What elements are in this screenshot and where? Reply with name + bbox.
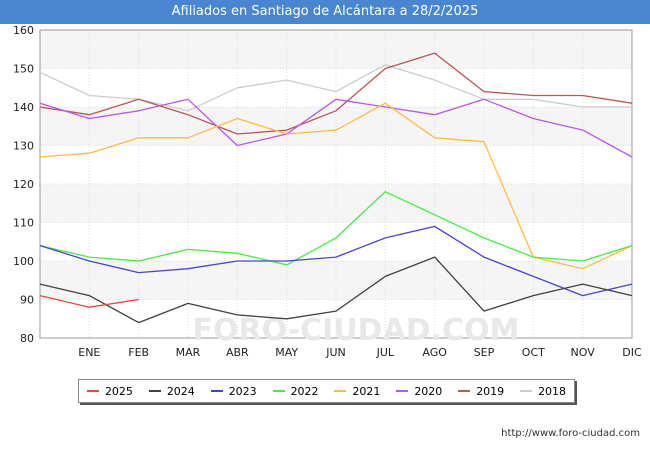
legend-item-2024: 2024 (148, 384, 195, 398)
legend-swatch (210, 390, 223, 392)
legend-label: 2022 (290, 384, 319, 398)
legend-item-2025: 2025 (86, 384, 133, 398)
y-tick-label: 140 (13, 101, 34, 114)
x-tick-label: JUN (325, 346, 346, 359)
y-tick-label: 120 (13, 178, 34, 191)
x-tick-label: MAR (176, 346, 201, 359)
series-line-2025 (39, 294, 139, 308)
legend-item-2023: 2023 (210, 384, 257, 398)
x-tick-label: AGO (422, 346, 447, 359)
x-tick-label: FEB (128, 346, 149, 359)
grid-band (40, 30, 632, 69)
y-tick-label: 130 (13, 140, 34, 153)
y-tick-label: 110 (13, 217, 34, 230)
legend-swatch (458, 390, 471, 392)
y-tick-label: 90 (20, 294, 34, 307)
chart-title: Afiliados en Santiago de Alcántara a 28/… (0, 0, 650, 24)
legend-label: 2018 (538, 384, 567, 398)
legend-swatch (272, 390, 285, 392)
source-credit: http://www.foro-ciudad.com (501, 428, 640, 439)
legend-item-2019: 2019 (458, 385, 504, 398)
legend-swatch (396, 390, 409, 392)
legend-swatch (148, 390, 161, 392)
x-tick-label: SEP (474, 346, 495, 359)
legend-item-2022: 2022 (272, 384, 319, 398)
legend-label: 2024 (166, 384, 195, 398)
x-tick-label: ENE (78, 346, 100, 359)
legend-label: 2021 (352, 384, 381, 398)
legend-item-2020: 2020 (396, 385, 442, 398)
x-tick-label: ABR (226, 346, 249, 359)
x-tick-label: DIC (622, 346, 642, 359)
plot-border (39, 29, 633, 339)
x-tick-label: NOV (571, 346, 596, 359)
legend-item-2021: 2021 (334, 385, 380, 398)
y-tick-label: 100 (13, 255, 34, 268)
y-tick-label: 150 (13, 63, 34, 76)
legend-swatch (520, 390, 533, 392)
legend-swatch (86, 390, 99, 392)
legend-label: 2019 (476, 384, 505, 398)
series-line-2019 (39, 52, 633, 135)
legend-label: 2020 (414, 384, 443, 398)
line-chart: 80 90 100 110 120 130 140 150 160 ENE FEB MAR ABR MAY… (13, 24, 642, 359)
series-line-2022 (39, 191, 633, 266)
y-tick-label: 80 (20, 332, 34, 345)
watermark: FORO-CIUDAD.COM (193, 313, 520, 348)
legend-swatch (334, 390, 347, 392)
legend-label: 2025 (104, 384, 133, 398)
chart-legend: 2025 2024 2023 2022 2021 2020 2019 2018 (78, 379, 575, 403)
legend-label: 2023 (228, 384, 257, 398)
x-tick-label: MAY (275, 346, 298, 359)
y-tick-label: 160 (13, 24, 34, 37)
legend-item-2018: 2018 (520, 385, 566, 398)
series-line-2024 (39, 256, 633, 324)
x-tick-label: OCT (522, 346, 545, 359)
x-tick-label: JUL (376, 346, 395, 359)
series-line-2023 (39, 225, 633, 297)
series-line-2020 (39, 98, 633, 158)
